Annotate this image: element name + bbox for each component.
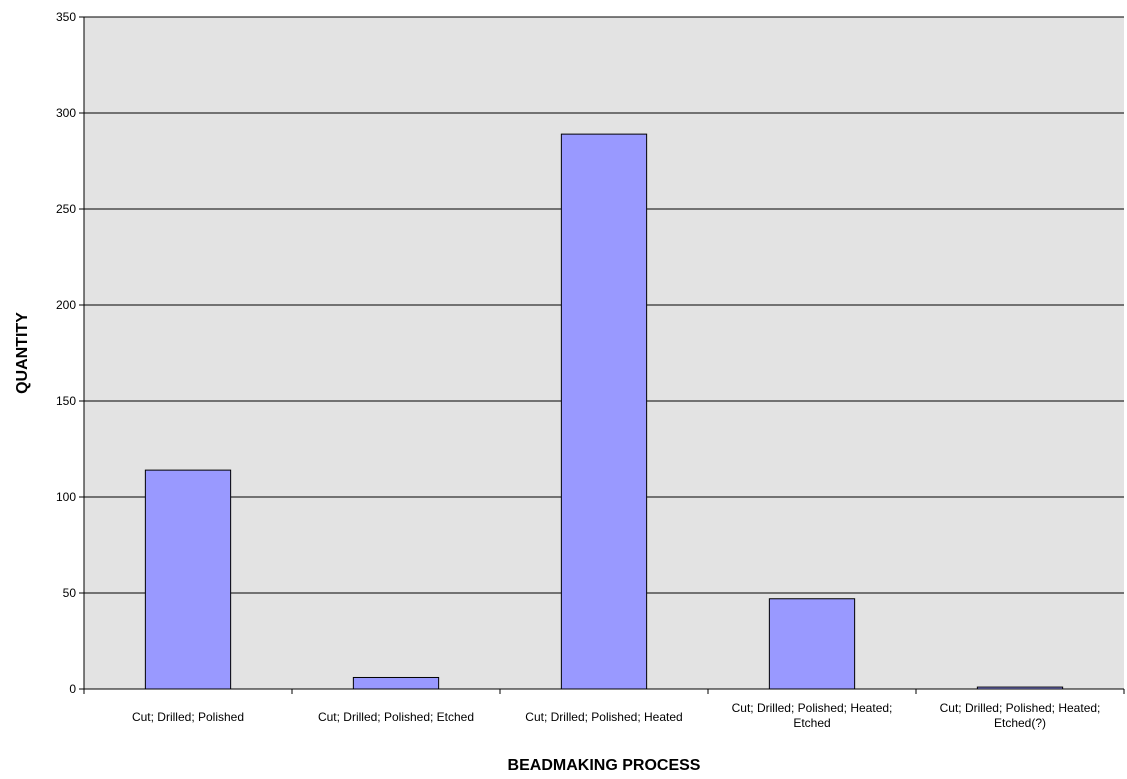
y-tick-label: 50 [63,586,77,600]
bars [144,133,1064,690]
x-tick-label-line: Cut; Drilled; Polished [132,710,244,724]
x-tick-label-line: Cut; Drilled; Polished; Etched [318,710,474,724]
x-tick-label: Cut; Drilled; Polished; Heated [525,710,682,724]
x-tick-label-line: Cut; Drilled; Polished; Heated [525,710,682,724]
x-tick-label-line: Etched [793,716,830,730]
y-tick-label: 150 [56,394,76,408]
bar [144,469,232,690]
y-tick-label: 0 [69,682,76,696]
axes [83,17,1125,694]
bar [560,133,648,690]
bar [352,676,440,690]
y-tick-label: 100 [56,490,76,504]
x-tick-labels: Cut; Drilled; Polished Cut; Drilled; Poli… [132,701,1100,730]
plot-area [79,16,1125,694]
x-axis-title: BEADMAKING PROCESS [508,757,701,774]
x-tick-label: Cut; Drilled; Polished; Heated; Etched(?) [940,701,1101,730]
x-tick-label: Cut; Drilled; Polished; Etched [318,710,474,724]
y-tick-labels: 0 50 100 150 200 250 300 350 [56,10,76,696]
y-tick-label: 250 [56,202,76,216]
y-axis-title: QUANTITY [14,312,31,394]
x-tick-label-line: Cut; Drilled; Polished; Heated; [940,701,1101,715]
y-tick-label: 300 [56,106,76,120]
y-tick-label: 200 [56,298,76,312]
x-tick-label: Cut; Drilled; Polished [132,710,244,724]
x-tick-label-line: Etched(?) [994,716,1046,730]
bar [768,598,856,690]
x-tick-label: Cut; Drilled; Polished; Heated; Etched [732,701,893,730]
y-tick-label: 350 [56,10,76,24]
x-tick-label-line: Cut; Drilled; Polished; Heated; [732,701,893,715]
